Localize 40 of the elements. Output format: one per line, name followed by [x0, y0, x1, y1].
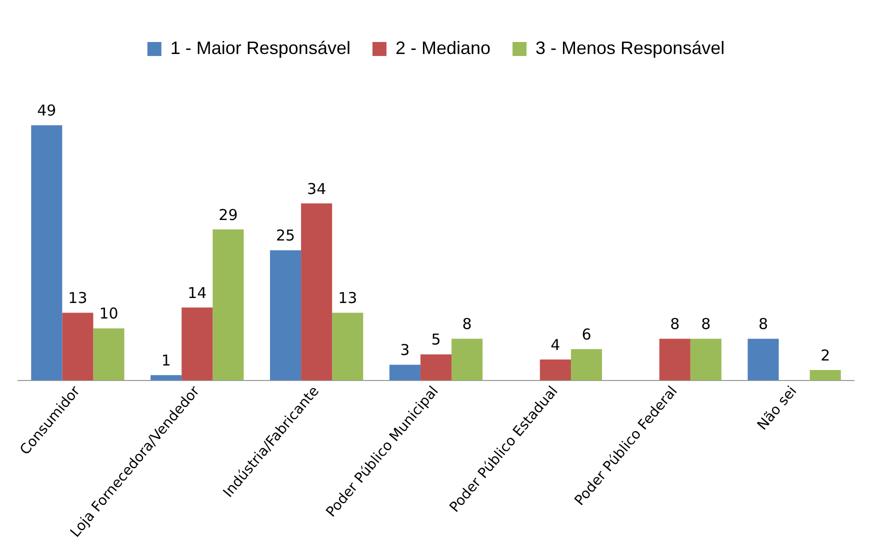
bar — [389, 364, 420, 380]
legend-label: 1 - Maior Responsável — [170, 38, 350, 58]
data-label: 2 — [820, 346, 830, 364]
bar — [93, 328, 124, 380]
data-label: 8 — [670, 315, 680, 334]
data-label: 29 — [218, 206, 238, 224]
data-label: 3 — [400, 341, 410, 360]
bar — [212, 229, 244, 380]
bar — [270, 250, 302, 380]
bar — [31, 125, 62, 380]
bar — [150, 375, 182, 380]
legend-label: 2 - Mediano — [395, 38, 491, 58]
x-tick-label: Não sei — [754, 383, 800, 434]
data-label: 10 — [99, 304, 118, 323]
bar — [690, 338, 722, 380]
bar — [62, 312, 94, 380]
data-label: 13 — [338, 289, 358, 308]
data-label: 49 — [37, 102, 56, 120]
data-label: 8 — [701, 315, 711, 334]
bar — [540, 360, 571, 380]
data-label: 25 — [276, 226, 296, 245]
data-label: 34 — [307, 180, 326, 198]
data-label: 13 — [68, 289, 88, 308]
bar — [570, 349, 602, 380]
bar — [182, 307, 213, 380]
bar — [452, 338, 483, 380]
data-label: 14 — [188, 284, 207, 302]
bar — [748, 338, 779, 380]
legend-label: 3 - Menos Responsável — [536, 38, 725, 58]
data-label: 4 — [550, 336, 560, 354]
data-label: 5 — [431, 330, 441, 349]
bar — [659, 338, 690, 380]
bar — [332, 312, 364, 380]
data-label: 6 — [582, 326, 592, 344]
bar — [810, 370, 841, 380]
data-label: 1 — [161, 352, 171, 370]
data-label: 8 — [462, 315, 472, 334]
bar — [301, 203, 332, 380]
bar — [420, 354, 452, 380]
data-label: 8 — [758, 315, 768, 334]
